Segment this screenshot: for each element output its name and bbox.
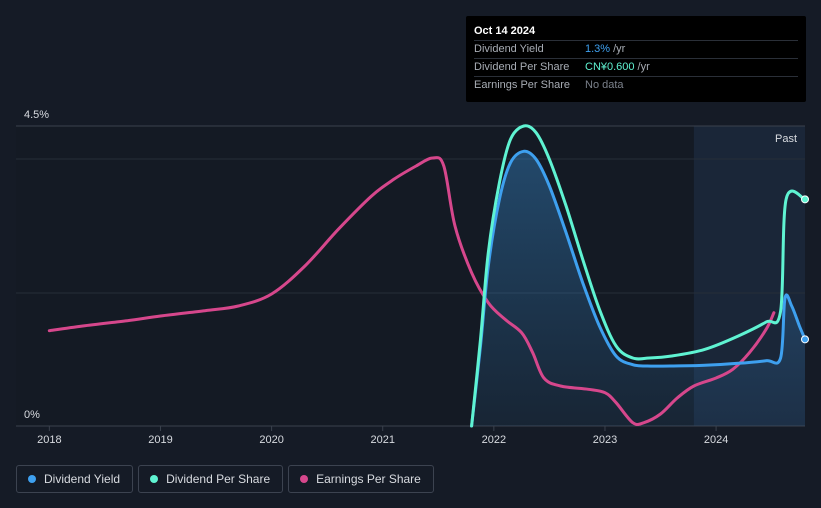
legend-dot-icon: [300, 475, 309, 483]
x-tick-label: 2021: [370, 434, 394, 446]
tooltip-row-dividend-per-share: Dividend Per Share CN¥0.600 /yr: [474, 58, 798, 76]
x-tick-label: 2020: [259, 434, 283, 446]
x-tick-label: 2022: [482, 434, 506, 446]
legend-label: Earnings Per Share: [316, 472, 421, 486]
y-axis-bottom-label: 0%: [24, 409, 40, 421]
x-tick-label: 2019: [148, 434, 172, 446]
legend: Dividend Yield Dividend Per Share Earnin…: [16, 465, 434, 493]
tooltip-unit: /yr: [613, 43, 626, 55]
tooltip: Oct 14 2024 Dividend Yield 1.3% /yr Divi…: [466, 16, 806, 102]
dividend-yield-line[interactable]: [470, 149, 807, 428]
legend-item-earnings-per-share[interactable]: Earnings Per Share: [288, 465, 434, 493]
tooltip-row-earnings-per-share: Earnings Per Share No data: [474, 76, 798, 94]
tooltip-row-dividend-yield: Dividend Yield 1.3% /yr: [474, 40, 798, 58]
past-label: Past: [775, 133, 797, 145]
tooltip-value: No data: [585, 79, 624, 91]
legend-dot-icon: [150, 475, 159, 483]
dividend-yield-area: [471, 151, 805, 426]
legend-label: Dividend Per Share: [166, 472, 271, 486]
tooltip-label: Dividend Per Share: [474, 61, 570, 73]
tooltip-date: Oct 14 2024: [474, 25, 536, 37]
legend-item-dividend-per-share[interactable]: Dividend Per Share: [138, 465, 284, 493]
legend-dot-icon: [28, 475, 36, 483]
tooltip-value: 1.3%: [585, 43, 611, 55]
x-tick-label: 2024: [704, 434, 728, 446]
x-tick-label: 2023: [593, 434, 617, 446]
tooltip-value: CN¥0.600: [585, 61, 635, 73]
dividend-yield-end-marker[interactable]: [801, 335, 809, 344]
x-tick-label: 2018: [37, 434, 61, 446]
legend-label: Dividend Yield: [44, 472, 121, 486]
tooltip-label: Dividend Yield: [474, 43, 544, 55]
earnings-per-share-line[interactable]: [47, 156, 776, 427]
dividend-per-share-line[interactable]: [470, 124, 807, 428]
dividend-per-share-end-marker[interactable]: [801, 195, 809, 204]
tooltip-label: Earnings Per Share: [474, 79, 570, 91]
series-layer: [47, 124, 809, 428]
x-axis: 2018 2019 2020 2021 2022 2023 2024: [37, 426, 728, 446]
legend-item-dividend-yield[interactable]: Dividend Yield: [16, 465, 134, 493]
tooltip-unit: /yr: [637, 61, 650, 73]
y-axis-top-label: 4.5%: [24, 109, 49, 121]
